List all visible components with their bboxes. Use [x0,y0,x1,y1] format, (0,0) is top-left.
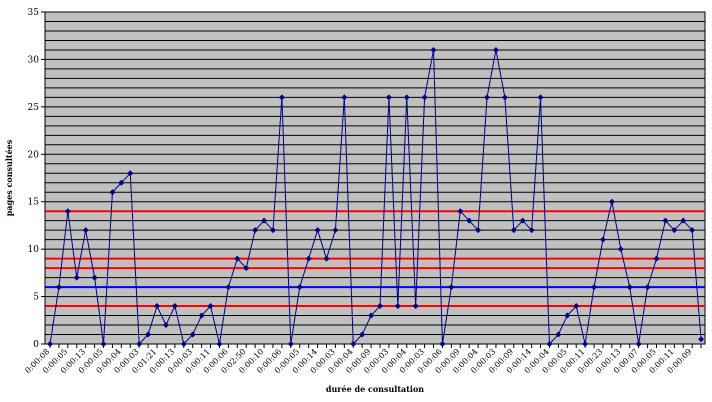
data-point [136,341,143,347]
data-point [546,341,553,347]
y-tick-label: 20 [28,150,40,160]
y-tick-label: 30 [28,55,40,65]
data-point [457,208,464,215]
data-point [689,227,696,234]
data-point [127,170,134,177]
data-point [109,189,116,196]
data-point [314,227,321,234]
data-point [91,274,98,281]
data-point [591,284,598,291]
data-point [100,341,107,347]
data-point [323,255,330,262]
data-point [287,341,294,347]
data-point [82,227,89,234]
data-point [341,94,348,101]
y-tick-label: 15 [28,198,40,208]
x-axis: 0:00:080:00:050:00:130:00:050:00:040:00:… [23,343,705,375]
data-point [145,331,152,338]
data-point [296,284,303,291]
data-point [162,322,169,329]
y-tick-label: 0 [33,340,39,350]
data-point [207,303,214,310]
data-point [154,303,161,310]
data-point [537,94,544,101]
data-point [332,227,339,234]
data-point [412,303,419,310]
y-axis: 0 5 10 15 20 25 30 35 [28,8,46,350]
x-axis-title: durée de consultation [326,384,424,394]
data-point [573,303,580,310]
data-point [599,236,606,243]
data-point [582,341,589,347]
y-axis-title: pages consultées [4,139,14,216]
data-point [64,208,71,215]
data-point [180,341,187,347]
data-point [73,274,80,281]
data-point [680,217,687,224]
data-point [394,303,401,310]
data-point [430,46,437,53]
y-tick-label: 5 [33,293,39,303]
data-point [403,94,410,101]
data-point [564,312,571,319]
data-point [501,94,508,101]
data-point [608,198,615,205]
data-point [671,227,678,234]
y-tick-label: 25 [28,103,40,113]
data-point [55,284,62,291]
data-point [269,227,276,234]
data-point [368,312,375,319]
data-point [377,303,383,310]
plot-area [44,11,706,345]
data-point [234,255,241,262]
y-tick-label: 35 [28,8,40,18]
data-point [421,94,428,101]
data-point [189,331,196,338]
data-point [662,217,669,224]
data-point [698,336,705,343]
data-point [475,227,482,234]
data-point [644,284,651,291]
data-point [359,331,366,338]
data-point [519,217,526,224]
data-point [243,265,250,272]
data-point [385,94,392,101]
data-point [225,284,232,291]
data-point [528,227,535,234]
data-point [350,341,357,347]
data-point [171,303,178,310]
data-point [448,284,455,291]
data-point [653,255,660,262]
data-point [626,284,633,291]
data-point [261,217,268,224]
data-point [617,246,624,253]
data-point [466,217,473,224]
data-point [47,341,53,347]
data-point [118,179,125,186]
data-point [635,341,642,347]
data-point [492,46,499,53]
data-point [439,341,446,347]
data-point [555,331,562,338]
data-point [198,312,205,319]
y-tick-label: 10 [28,245,40,255]
data-point [305,255,312,262]
data-point [510,227,517,234]
series-group [47,46,705,347]
series-line [49,49,702,346]
data-point [216,341,223,347]
data-point [278,94,285,101]
data-point [252,227,259,234]
data-point [484,94,491,101]
